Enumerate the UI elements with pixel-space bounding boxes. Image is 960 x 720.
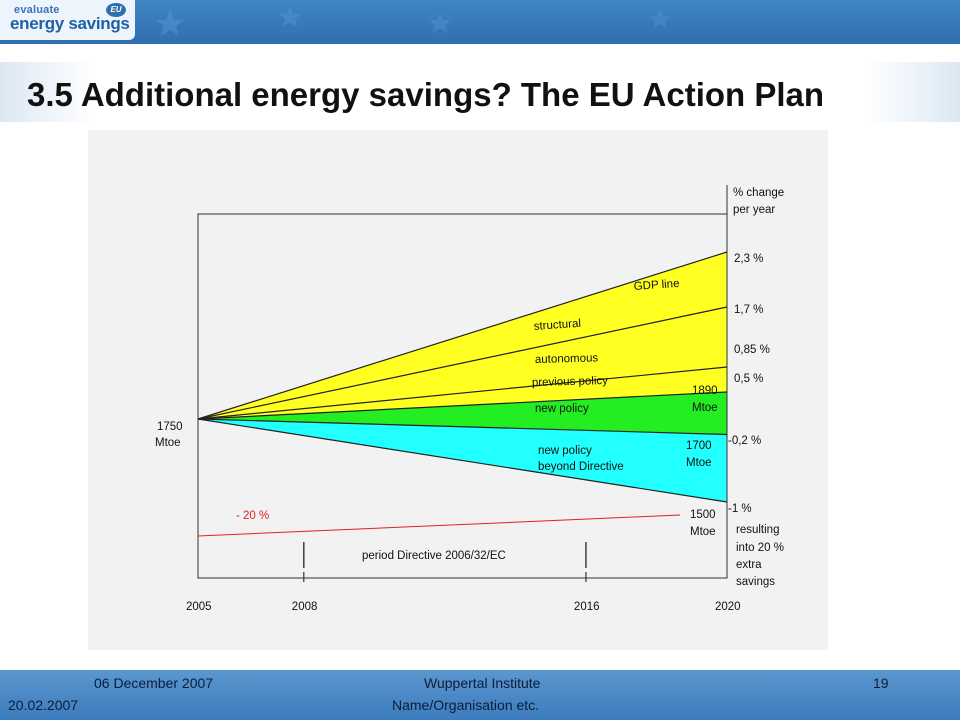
pct-change-label: 0,85 % <box>734 344 770 356</box>
footer-page: 19 <box>873 675 889 691</box>
page-title: 3.5 Additional energy savings? The EU Ac… <box>27 76 825 113</box>
xtick-label: 2020 <box>715 601 741 613</box>
right-header: per year <box>733 204 775 216</box>
band-label: new policy <box>535 403 589 415</box>
endpoint-value: 1890 <box>692 385 718 397</box>
endpoint-value: 1500 <box>690 509 716 521</box>
footer-date: 06 December 2007 <box>94 675 214 691</box>
start-label-unit: Mtoe <box>155 437 181 449</box>
pct-change-label: 0,5 % <box>734 373 763 385</box>
reduction-line <box>197 514 681 537</box>
right-note: extra <box>736 559 762 571</box>
logo-eu-badge: EU <box>106 3 126 17</box>
footer-org: Name/Organisation etc. <box>392 697 540 713</box>
endpoint-value: 1700 <box>686 440 712 452</box>
band-label: new policy <box>538 445 592 457</box>
pct-change-label: -1 % <box>728 503 752 515</box>
footer-institute: Wuppertal Institute <box>424 675 541 691</box>
right-note: savings <box>736 576 775 588</box>
chart: 1750 Mtoe % change per year 2,3 % 1,7 % 0,85 %… <box>88 130 828 650</box>
pct-change-label: -0,2 % <box>728 435 761 447</box>
right-header: % change <box>733 187 784 199</box>
band-green <box>198 392 727 435</box>
band-label: structural <box>533 318 581 333</box>
band-label: previous policy <box>532 375 609 389</box>
scenario-line <box>197 366 728 420</box>
xtick-label: 2005 <box>186 601 212 613</box>
footer-date2: 20.02.2007 <box>8 697 79 713</box>
scenario-line <box>197 251 728 420</box>
scenario-line <box>197 391 728 420</box>
band-label: beyond Directive <box>538 461 624 473</box>
header-bar: evaluate energy savings EU <box>0 0 960 44</box>
logo-line2: energy savings <box>10 14 130 33</box>
logo-line1: evaluate <box>14 4 60 16</box>
start-label: 1750 <box>157 421 183 433</box>
footer-bar: 06 December 2007 20.02.2007 Wuppertal In… <box>0 670 960 720</box>
reduction-label: - 20 % <box>236 510 269 522</box>
endpoint-unit: Mtoe <box>686 457 712 469</box>
band-label: autonomous <box>535 352 599 366</box>
scenario-line <box>197 306 728 420</box>
pct-change-label: 1,7 % <box>734 304 763 316</box>
endpoint-unit: Mtoe <box>690 526 716 538</box>
pct-change-label: 2,3 % <box>734 253 763 265</box>
title-bar <box>0 62 960 122</box>
xtick-label: 2008 <box>292 601 318 613</box>
right-note: resulting <box>736 524 779 536</box>
scenario-line <box>197 418 728 436</box>
endpoint-unit: Mtoe <box>692 402 718 414</box>
band-label: GDP line <box>633 278 680 293</box>
right-note: into 20 % <box>736 542 784 554</box>
header-decoration <box>156 6 671 36</box>
logo: evaluate energy savings EU <box>0 0 135 40</box>
xtick-label: 2016 <box>574 601 600 613</box>
period-label: period Directive 2006/32/EC <box>362 550 506 562</box>
plot-frame <box>197 213 728 579</box>
scenario-line <box>197 418 728 503</box>
